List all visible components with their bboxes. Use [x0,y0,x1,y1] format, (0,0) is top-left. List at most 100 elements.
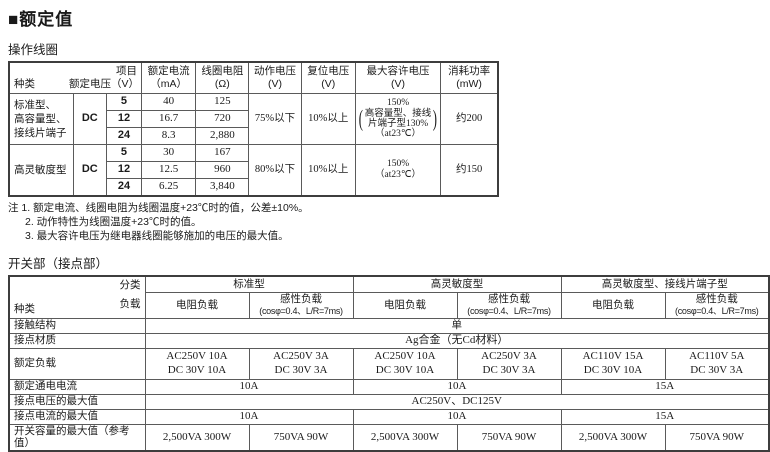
max-voltage-percent: 150% [386,97,410,108]
max-capacity-cell: 750VA 90W [664,423,770,452]
corner-kind-label: 种类 [14,302,35,315]
load-dc: DC 30V 10A [583,363,643,376]
release-voltage-cell: 10%以上 [300,93,356,145]
contact-structure-row: 接触结构 单 [8,317,770,334]
kind-line: 高容量型、 [14,112,67,125]
current-cell: 6.25 [141,178,197,197]
operate-voltage-cell: 80%以下 [248,144,302,197]
rated-load-row: 额定负载 AC250V 10A DC 30V 10A AC250V 3A DC … [8,347,770,380]
inductive-label: 感性负载 [488,293,530,306]
switch-group-header-row: 分类 负载 种类 标准型 高灵敏度型 高灵敏度型、接线片端子型 [8,275,770,319]
current-cell: 8.3 [141,127,197,145]
load-ac: AC250V 3A [481,350,537,363]
voltage-cell: 5 [105,93,143,111]
kind-line: 高灵敏度型 [14,163,67,176]
coil-section-heading: 操作线圈 [8,43,59,57]
polarity-cell: DC [72,93,107,145]
resistance-cell: 720 [195,110,250,128]
max-voltage-percent: 150% [386,159,410,170]
corner-kind-label: 种类 [14,78,35,91]
max-contact-voltage-row: 接点电压的最大值 AC250V、DC125V [8,393,770,410]
max-contact-current-cell: 10A [352,408,562,425]
kind-line: 标准型、 [14,98,56,111]
current-cell: 12.5 [141,161,197,179]
col-header-unit: (Ω) [214,78,230,90]
max-capacity-cell: 750VA 90W [248,423,354,452]
max-voltage-at: （at23℃） [375,170,422,180]
max-voltage-at: （at23℃） [375,129,422,140]
contact-structure-value: 单 [144,317,770,334]
inductive-condition: (cosφ=0.4、L/R=7ms) [675,305,759,316]
max-contact-voltage-value: AC250V、DC125V [144,393,770,410]
close-paren: ) [433,105,438,131]
resistance-cell: 960 [195,161,250,179]
rated-load-cell: AC250V 3A DC 30V 3A [248,347,354,380]
max-capacity-row: 开关容量的最大值（参考值） 2,500VA 300W 750VA 90W 2,5… [8,423,770,452]
switch-corner-cell: 分类 负载 种类 [8,275,146,319]
voltage-cell: 12 [105,110,143,128]
max-contact-current-row: 接点电流的最大值 10A 10A 15A [8,408,770,425]
load-ac: AC110V 15A [582,350,644,363]
current-cell: 16.7 [141,110,197,128]
coil-corner-cell: 项目 种类 额定电压（V） [8,61,143,94]
rated-load-cell: AC250V 3A DC 30V 3A [456,347,562,380]
paren-line: 片端子型130% [367,119,429,129]
coil-row: 标准型、 高容量型、 接线片端子 DC 5 40 125 75%以下 10%以上… [8,93,499,145]
power-cell: 约200 [440,93,499,145]
coil-header-row: 项目 种类 额定电压（V） 额定电流 （mA） 线圈电阻 (Ω) 动作电压 (V… [8,61,499,94]
col-header-unit: (V) [268,78,283,90]
carry-current-row: 额定通电电流 10A 10A 15A [8,378,770,395]
kind-line: 接线片端子 [14,127,67,140]
col-header-unit: （mA） [150,78,188,90]
subheader-resistive-load: 电阻负载 [144,291,250,319]
rated-load-cell: AC110V 5A DC 30V 3A [664,347,770,380]
col-header-label: 最大容许电压 [366,65,430,78]
inductive-condition: (cosφ=0.4、L/R=7ms) [467,305,551,316]
row-label: 接点电流的最大值 [8,408,146,425]
carry-current-cell: 10A [352,378,562,395]
resistance-cell: 3,840 [195,178,250,197]
paren-line: 高容量型、接线 [364,108,432,119]
row-label: 开关容量的最大值（参考值） [8,423,146,452]
load-dc: DC 30V 3A [482,363,536,376]
corner-item-label: 项目 [116,65,138,77]
coil-table: 项目 种类 额定电压（V） 额定电流 （mA） 线圈电阻 (Ω) 动作电压 (V… [8,61,499,197]
row-label: 接触结构 [8,317,146,334]
col-header-unit: (mW) [456,78,482,90]
max-capacity-cell: 750VA 90W [456,423,562,452]
current-cell: 30 [141,144,197,162]
contact-material-value: Ag合金（无Cd材料） [144,332,770,349]
max-voltage-paren: ( 高容量型、接线 片端子型130% ) [357,105,439,131]
operate-voltage-cell: 75%以下 [248,93,302,145]
load-dc: DC 30V 10A [375,363,435,376]
col-header-label: 额定电流 [147,65,190,78]
rated-load-cell: AC250V 10A DC 30V 10A [144,347,250,380]
resistance-cell: 167 [195,144,250,162]
note-line: 注 1. 额定电流、线圈电阻为线圈温度+23℃时的值，公差±10%。 [8,202,309,214]
subheader-inductive-load: 感性负载 (cosφ=0.4、L/R=7ms) [664,291,770,319]
voltage-cell: 12 [105,161,143,179]
max-voltage-cell: 150% （at23℃） [354,144,442,197]
group-header-standard: 标准型 [144,275,354,293]
open-paren: ( [358,105,364,131]
group-header-tab-terminal: 高灵敏度型、接线片端子型 [560,275,770,293]
max-capacity-cell: 2,500VA 300W [352,423,458,452]
note-line: 3. 最大容许电压为继电器线圈能够施加的电压的最大值。 [25,229,289,242]
row-label: 额定负载 [8,347,146,380]
carry-current-cell: 10A [144,378,354,395]
col-header-power: 消耗功率 (mW) [440,61,499,94]
load-ac: AC250V 3A [273,350,329,363]
col-header-label: 动作电压 [254,65,297,78]
coil-row: 高灵敏度型 DC 5 30 167 80%以下 10%以上 150% （at23… [8,144,499,197]
col-header-max-voltage: 最大容许电压 (V) [354,61,442,94]
page-title: ■额定值 [8,10,74,29]
subheader-inductive-load: 感性负载 (cosφ=0.4、L/R=7ms) [248,291,354,319]
release-voltage-cell: 10%以上 [300,144,356,197]
col-header-label: 消耗功率 [448,65,491,78]
row-label: 接点材质 [8,332,146,349]
rated-load-cell: AC110V 15A DC 30V 10A [560,347,666,380]
coil-row: 24 6.25 3,840 [9,178,498,197]
coil-kind-cell: 高灵敏度型 [8,144,74,197]
max-contact-current-cell: 10A [144,408,354,425]
